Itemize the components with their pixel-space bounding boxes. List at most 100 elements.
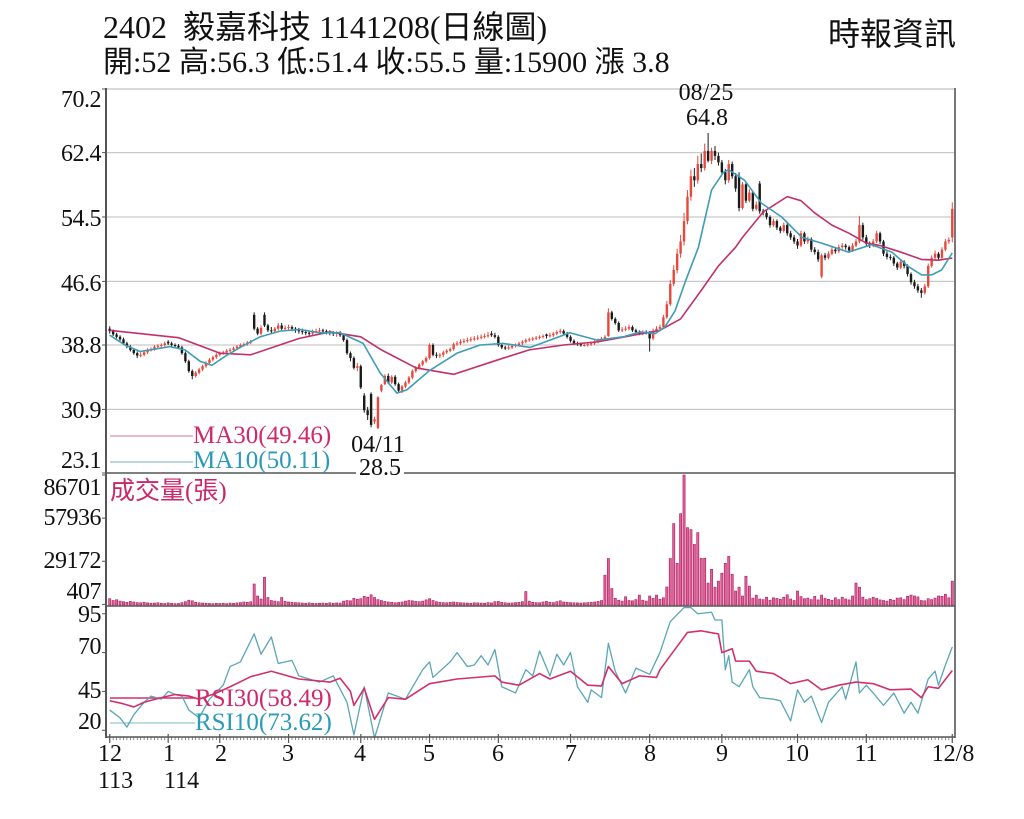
candlestick — [531, 336, 534, 341]
volume-bar — [827, 598, 830, 606]
volume-bar — [606, 558, 610, 606]
candlestick — [806, 236, 810, 244]
volume-bar — [379, 600, 383, 606]
volume-bar — [538, 602, 542, 606]
low-date-annotation: 04/11 — [351, 432, 405, 458]
candlestick — [548, 332, 552, 338]
volume-bar — [720, 572, 724, 606]
candlestick — [115, 332, 118, 339]
candlestick — [552, 331, 555, 337]
volume-bar — [692, 544, 696, 606]
volume-bar — [266, 597, 270, 606]
volume-bar — [438, 601, 442, 606]
volume-bar — [930, 599, 934, 606]
candlestick — [352, 356, 356, 370]
candlestick — [865, 234, 868, 247]
candlestick — [669, 279, 672, 306]
candlestick — [782, 222, 785, 233]
candlestick — [407, 375, 411, 385]
volume-bar — [730, 573, 734, 606]
volume-bar — [180, 602, 184, 606]
volume-bar — [555, 601, 559, 606]
candlestick — [411, 369, 414, 380]
volume-bar — [950, 580, 954, 606]
x-axis-month-label: 1 — [163, 741, 175, 767]
candlestick — [263, 312, 266, 328]
candlestick — [211, 355, 215, 362]
candlestick — [627, 324, 631, 331]
volume-bar — [462, 602, 466, 606]
volume-bar — [689, 529, 693, 606]
x-axis-month-label: 3 — [282, 741, 294, 767]
candlestick — [665, 300, 669, 319]
source-label: 時報資訊 — [828, 16, 957, 52]
volume-bar — [768, 599, 772, 606]
rsi-axis-label: 70 — [78, 634, 102, 660]
volume-bar — [517, 601, 521, 606]
candlestick — [459, 339, 462, 345]
volume-bar — [520, 601, 524, 606]
volume-bar — [448, 601, 452, 606]
volume-bar — [572, 602, 576, 606]
candlestick — [706, 133, 710, 163]
low-value-annotation: 28.5 — [356, 456, 404, 480]
volume-bar — [166, 602, 170, 606]
price-axis-label: 30.9 — [61, 398, 102, 424]
candlestick — [779, 225, 782, 234]
volume-bar — [242, 601, 246, 606]
candlestick — [772, 218, 775, 227]
rsi-axis-label: 20 — [78, 709, 102, 735]
volume-bar — [156, 602, 160, 606]
volume-bar — [524, 591, 528, 606]
candlestick — [744, 181, 748, 204]
volume-bar — [675, 563, 679, 606]
candlestick — [277, 322, 280, 331]
volume-bar — [331, 602, 335, 606]
volume-bar — [613, 597, 617, 606]
volume-bar — [864, 599, 868, 606]
volume-bar — [789, 598, 793, 606]
candlestick — [555, 330, 558, 336]
volume-axis-label: 86701 — [43, 475, 102, 501]
candlestick — [524, 338, 528, 344]
volume-bar — [187, 599, 191, 606]
chart-frame — [105, 88, 956, 738]
volume-bar — [452, 601, 456, 606]
volume-bar — [548, 601, 552, 606]
volume-bar — [386, 601, 390, 606]
volume-bar — [280, 597, 284, 606]
volume-bar — [682, 474, 686, 606]
volume-bar — [294, 602, 297, 606]
volume-bar — [661, 597, 665, 606]
volume-bar — [469, 602, 473, 606]
volume-bar — [916, 596, 920, 606]
candlestick — [741, 181, 744, 210]
volume-bar — [314, 603, 318, 606]
volume-panel-label: 成交量(張) — [110, 478, 227, 505]
candlestick — [689, 169, 693, 201]
volume-bar — [118, 600, 122, 606]
x-axis-month-label: 7 — [565, 741, 577, 767]
candlestick — [892, 256, 896, 266]
volume-bar — [792, 600, 796, 606]
ma10-legend: MA10(50.11) — [193, 447, 331, 474]
candlestick — [710, 147, 713, 165]
volume-bar — [496, 601, 500, 606]
quote-summary: 開:52 高:56.3 低:51.4 收:55.5 量:15900 漲 3.8 — [103, 46, 670, 79]
volume-bar — [641, 599, 645, 606]
candlestick — [521, 340, 524, 345]
volume-bar — [651, 598, 655, 606]
candlestick — [682, 212, 686, 246]
volume-bar — [727, 556, 731, 606]
volume-bar — [304, 602, 308, 606]
volume-bar — [366, 596, 370, 606]
volume-bar — [465, 602, 469, 606]
volume-bar — [256, 595, 260, 606]
volume-bar — [802, 598, 806, 606]
chart-title: 2402 毅嘉科技 1141208(日線圖) — [103, 9, 548, 45]
candlestick — [345, 338, 349, 355]
volume-bar — [534, 602, 538, 606]
candlestick — [359, 364, 362, 390]
volume-bar — [122, 601, 125, 606]
volume-bar — [765, 596, 768, 606]
